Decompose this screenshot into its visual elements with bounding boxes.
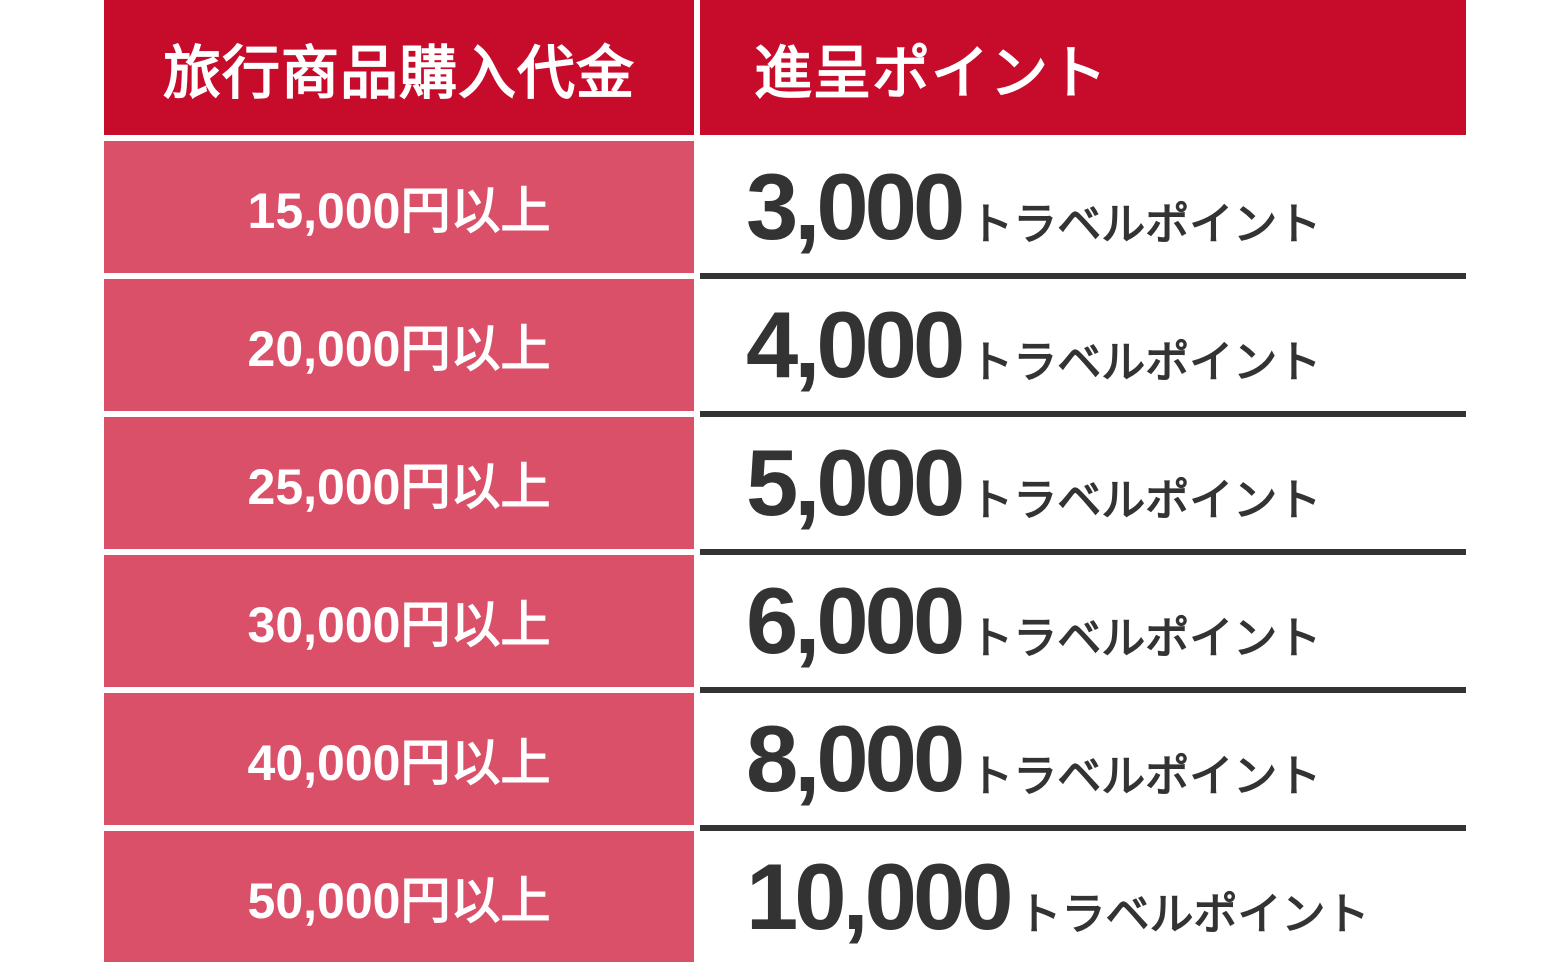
points-value: 4,000 — [746, 292, 965, 397]
purchase-value: 50,000円以上 — [247, 872, 551, 929]
points-unit: トラベルポイント — [969, 200, 1322, 249]
points-unit: トラベルポイント — [969, 338, 1322, 387]
table-row: 30,000円以上 6,000 トラベルポイント — [104, 549, 1466, 687]
purchase-cell: 50,000円以上 — [104, 831, 694, 962]
table-body: 15,000円以上 3,000 トラベルポイント 20,000円以上 4,000 — [104, 135, 1466, 962]
purchase-cell: 25,000円以上 — [104, 417, 694, 549]
purchase-value: 40,000円以上 — [247, 735, 551, 791]
points-value: 8,000 — [746, 706, 965, 811]
points-line: 3,000 トラベルポイント — [746, 160, 1321, 254]
header-cell-purchase-amount: 旅行商品購入代金 — [104, 0, 694, 135]
purchase-cell: 15,000円以上 — [104, 141, 694, 273]
table-row: 15,000円以上 3,000 トラベルポイント — [104, 135, 1466, 273]
header-points-label: 進呈ポイント — [754, 40, 1109, 106]
points-cell: 5,000 トラベルポイント — [700, 411, 1466, 549]
purchase-cell: 20,000円以上 — [104, 279, 694, 411]
points-cell: 4,000 トラベルポイント — [700, 273, 1466, 411]
points-line: 8,000 トラベルポイント — [746, 712, 1321, 806]
header-cell-points: 進呈ポイント — [700, 0, 1466, 135]
travel-points-table: 旅行商品購入代金 進呈ポイント 15,000円以上 3,000 トラベルポイント — [104, 0, 1466, 962]
table-row: 50,000円以上 10,000 トラベルポイント — [104, 825, 1466, 962]
points-cell: 6,000 トラベルポイント — [700, 549, 1466, 687]
points-line: 10,000 トラベルポイント — [746, 843, 1370, 949]
purchase-value: 20,000円以上 — [247, 321, 551, 377]
purchase-cell: 30,000円以上 — [104, 555, 694, 687]
points-unit: トラベルポイント — [969, 752, 1322, 801]
table-row: 25,000円以上 5,000 トラベルポイント — [104, 411, 1466, 549]
purchase-cell: 40,000円以上 — [104, 693, 694, 825]
header-row: 旅行商品購入代金 進呈ポイント — [104, 0, 1466, 135]
purchase-value: 30,000円以上 — [247, 597, 551, 653]
points-line: 6,000 トラベルポイント — [746, 574, 1321, 668]
table-row: 20,000円以上 4,000 トラベルポイント — [104, 273, 1466, 411]
points-value: 10,000 — [746, 843, 1014, 949]
points-value: 6,000 — [746, 568, 965, 673]
table-row: 40,000円以上 8,000 トラベルポイント — [104, 687, 1466, 825]
purchase-value: 15,000円以上 — [247, 183, 551, 239]
points-cell: 3,000 トラベルポイント — [700, 135, 1466, 273]
points-value: 3,000 — [746, 154, 965, 259]
points-value: 5,000 — [746, 430, 965, 535]
points-unit: トラベルポイント — [969, 476, 1322, 525]
header-purchase-label: 旅行商品購入代金 — [162, 40, 635, 106]
purchase-value: 25,000円以上 — [247, 459, 551, 515]
points-line: 4,000 トラベルポイント — [746, 298, 1321, 392]
points-cell: 8,000 トラベルポイント — [700, 687, 1466, 825]
points-unit: トラベルポイント — [1017, 889, 1370, 939]
points-unit: トラベルポイント — [969, 614, 1322, 663]
points-line: 5,000 トラベルポイント — [746, 436, 1321, 530]
points-cell: 10,000 トラベルポイント — [700, 825, 1466, 962]
